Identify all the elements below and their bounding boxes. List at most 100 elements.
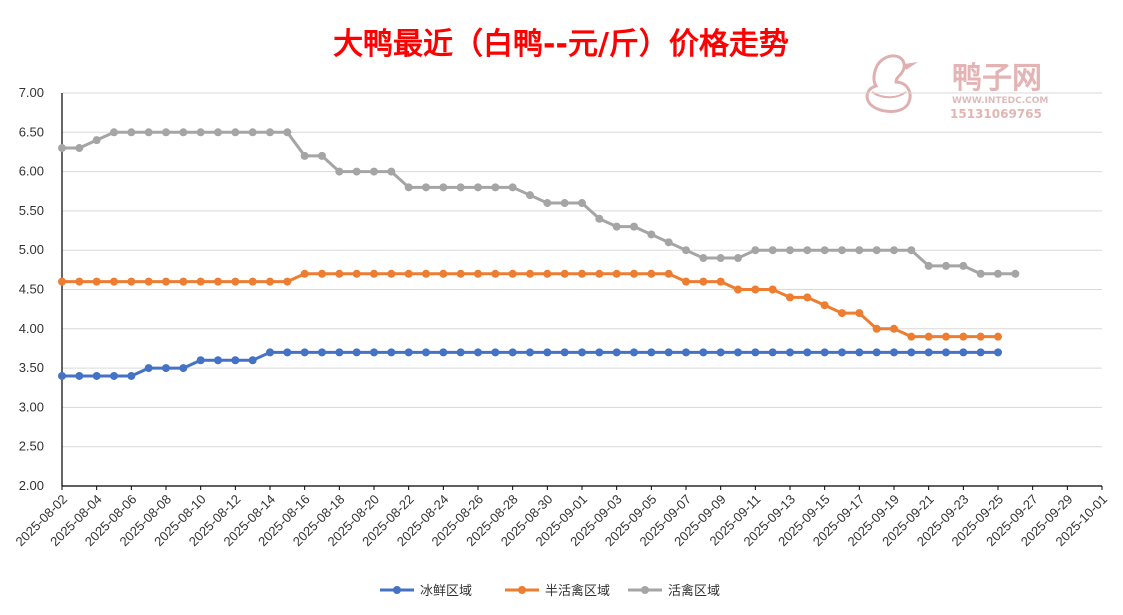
y-tick-label: 3.00 (19, 399, 44, 414)
data-point (491, 269, 500, 278)
data-point (838, 348, 846, 357)
data-point (196, 356, 205, 365)
data-point (647, 348, 656, 357)
data-point (127, 128, 136, 137)
data-point (560, 269, 569, 278)
y-tick-label: 2.50 (19, 439, 44, 454)
data-point (890, 348, 898, 357)
data-point (179, 277, 188, 286)
data-point (838, 246, 846, 255)
data-point (734, 285, 742, 294)
data-point (283, 348, 292, 357)
data-point (716, 348, 725, 357)
series-1 (58, 348, 1002, 380)
legend-label: 冰鲜区域 (420, 584, 472, 599)
data-point (266, 128, 274, 137)
data-point (664, 348, 673, 357)
legend: 冰鲜区域 半活禽区域 活禽区域 (380, 583, 720, 599)
data-point (179, 364, 188, 373)
data-point (630, 269, 638, 278)
data-point (647, 230, 656, 239)
data-point (959, 348, 968, 357)
data-point (300, 269, 309, 278)
data-point (768, 285, 777, 294)
data-point (92, 371, 101, 380)
data-point (248, 356, 257, 365)
data-point (595, 269, 604, 278)
data-point (543, 348, 552, 357)
data-point (612, 269, 621, 278)
data-point (422, 348, 430, 357)
data-point (370, 269, 378, 278)
data-point (820, 246, 829, 255)
data-point (75, 144, 84, 153)
data-point (959, 261, 968, 270)
data-point (491, 183, 500, 192)
data-point (110, 371, 118, 380)
data-point (595, 214, 604, 223)
data-point (959, 332, 968, 341)
data-point (300, 151, 309, 160)
data-point (58, 371, 66, 380)
data-point (439, 348, 448, 357)
data-point (214, 128, 222, 137)
data-point (92, 277, 101, 286)
data-point (890, 246, 898, 255)
series-line (62, 130, 1016, 276)
data-point (335, 348, 344, 357)
data-point (699, 348, 708, 357)
data-point (855, 348, 864, 357)
data-point (110, 277, 118, 286)
watermark-site: WWW.INTEDC.COM (952, 96, 1048, 106)
data-point (318, 348, 326, 357)
y-tick-label: 6.00 (19, 164, 44, 179)
data-point (924, 348, 933, 357)
data-point (820, 348, 829, 357)
data-point (474, 348, 482, 357)
data-point (456, 348, 465, 357)
data-point (560, 199, 569, 208)
data-point (907, 348, 916, 357)
watermark: 鸭子网 WWW.INTEDC.COM 15131069765 (865, 54, 1048, 121)
data-point (543, 199, 552, 208)
data-point (58, 277, 66, 286)
data-point (647, 269, 656, 278)
y-tick-label: 4.00 (19, 321, 44, 336)
data-point (664, 238, 673, 247)
data-point (283, 277, 292, 286)
data-point (214, 356, 222, 365)
data-point (768, 348, 777, 357)
data-point (526, 269, 534, 278)
data-point (370, 167, 378, 176)
chart-title: 大鸭最近（白鸭--元/斤）价格走势 (333, 27, 789, 62)
data-point (578, 269, 586, 278)
legend-swatch-marker (641, 586, 649, 594)
data-point (75, 371, 84, 380)
legend-swatch-marker (518, 586, 526, 594)
data-point (751, 246, 760, 255)
grid-lines (62, 92, 1102, 487)
data-point (231, 356, 240, 365)
data-point (924, 332, 933, 341)
data-point (907, 246, 916, 255)
data-point (144, 364, 153, 373)
data-point (422, 183, 430, 192)
data-point (404, 183, 413, 192)
data-point (248, 277, 257, 286)
data-point (855, 309, 864, 318)
data-point (248, 128, 257, 137)
data-point (578, 348, 586, 357)
data-point (474, 269, 482, 278)
data-point (439, 269, 448, 278)
data-point (734, 348, 742, 357)
watermark-brand: 鸭子网 (952, 61, 1042, 96)
data-point (283, 128, 292, 137)
data-point (768, 246, 777, 255)
data-point (803, 246, 812, 255)
data-point (751, 348, 760, 357)
data-point (716, 277, 725, 286)
data-point (404, 348, 413, 357)
data-point (699, 277, 708, 286)
